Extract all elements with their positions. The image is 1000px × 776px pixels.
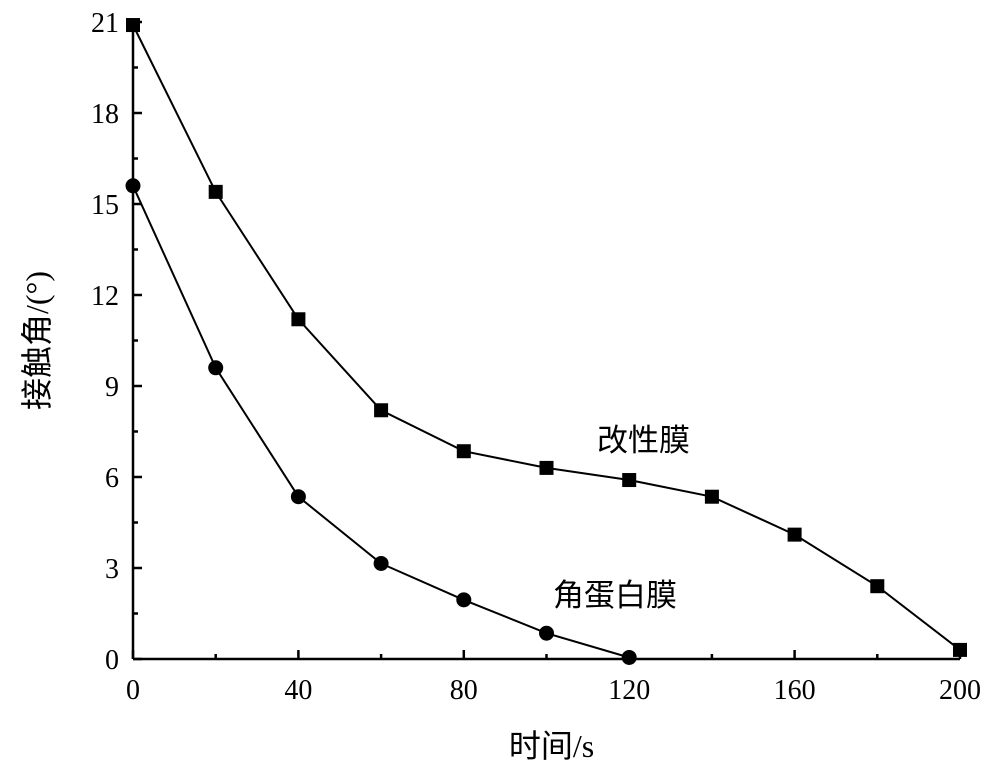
x-axis-ticks: 0 40 80 120 160 200 [126,650,981,706]
square-marker [539,460,554,475]
square-marker [787,527,802,542]
y-tick-label: 0 [105,645,119,676]
y-tick-label: 18 [91,99,119,130]
y-axis-ticks: 0 3 6 9 12 15 18 21 [91,8,142,676]
series-keratin-film [125,178,637,665]
circle-marker [539,625,554,641]
y-tick-label: 6 [105,463,119,494]
circle-marker [456,592,472,608]
circle-marker [373,555,389,571]
axes [131,22,960,661]
y-tick-label: 9 [105,372,119,403]
circle-marker [290,489,306,505]
series-line [132,24,961,651]
series-label-modified-film: 改性膜 [597,423,690,459]
y-tick-label: 12 [91,281,119,312]
square-marker [126,18,140,33]
y-tick-label: 21 [91,8,119,39]
y-tick-label: 15 [91,190,119,221]
square-marker [291,312,306,327]
square-marker [456,444,471,459]
series-modified-film [126,18,967,657]
x-tick-label: 0 [126,675,140,706]
square-marker [953,642,967,657]
circle-marker [125,178,141,194]
x-tick-label: 200 [939,675,981,706]
circle-marker [208,360,224,376]
square-marker [704,489,719,504]
y-tick-label: 3 [105,554,119,585]
square-marker [622,473,637,488]
series-layer [125,18,967,665]
series-label-keratin-film: 角蛋白膜 [553,578,677,614]
square-marker [870,579,885,594]
x-tick-label: 120 [608,675,650,706]
circle-marker [621,649,637,665]
square-marker [208,184,223,199]
x-tick-label: 80 [450,675,478,706]
x-axis-title: 时间/s [509,728,594,764]
x-tick-label: 160 [774,675,816,706]
y-axis-title: 接触角/(°) [19,271,55,410]
square-marker [374,403,389,418]
x-tick-label: 40 [284,675,312,706]
